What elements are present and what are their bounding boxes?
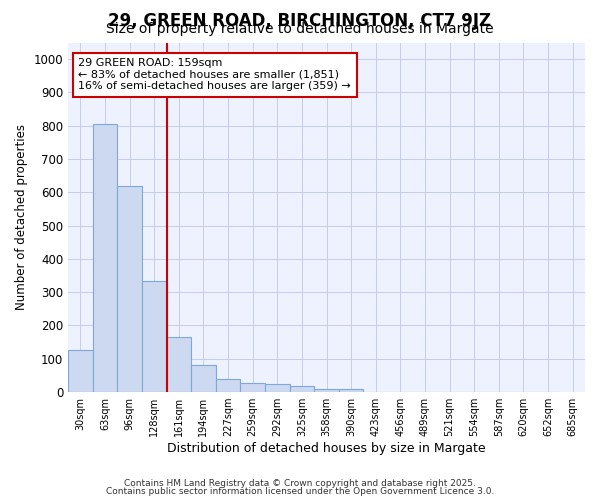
Bar	[241, 383, 265, 392]
Text: 29 GREEN ROAD: 159sqm
← 83% of detached houses are smaller (1,851)
16% of semi-d: 29 GREEN ROAD: 159sqm ← 83% of detached …	[79, 58, 351, 92]
Bar	[290, 386, 314, 392]
Bar	[167, 337, 191, 392]
Bar	[265, 384, 290, 392]
Bar	[216, 379, 241, 392]
X-axis label: Distribution of detached houses by size in Margate: Distribution of detached houses by size …	[167, 442, 486, 455]
Text: Size of property relative to detached houses in Margate: Size of property relative to detached ho…	[106, 22, 494, 36]
Bar	[68, 350, 92, 392]
Text: 29, GREEN ROAD, BIRCHINGTON, CT7 9JZ: 29, GREEN ROAD, BIRCHINGTON, CT7 9JZ	[109, 12, 491, 30]
Bar	[314, 389, 339, 392]
Text: Contains public sector information licensed under the Open Government Licence 3.: Contains public sector information licen…	[106, 487, 494, 496]
Bar	[92, 124, 117, 392]
Text: Contains HM Land Registry data © Crown copyright and database right 2025.: Contains HM Land Registry data © Crown c…	[124, 478, 476, 488]
Bar	[339, 390, 364, 392]
Bar	[142, 280, 167, 392]
Y-axis label: Number of detached properties: Number of detached properties	[15, 124, 28, 310]
Bar	[191, 366, 216, 392]
Bar	[117, 186, 142, 392]
